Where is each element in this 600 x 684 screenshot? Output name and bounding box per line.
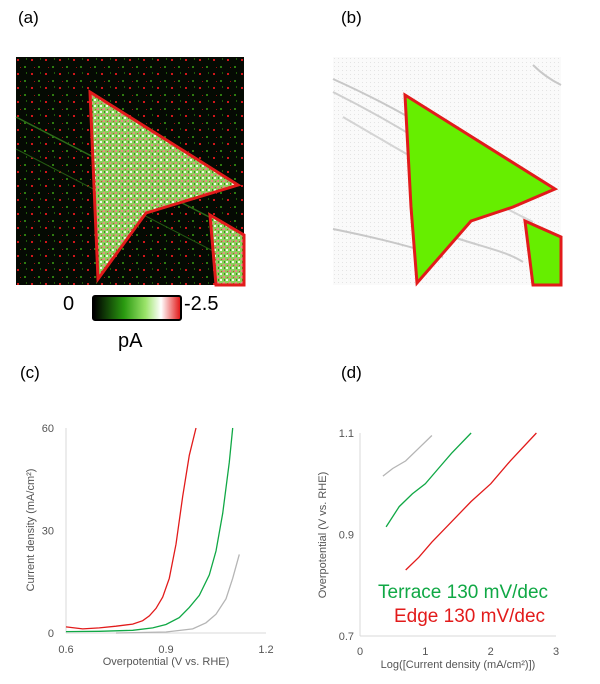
colorbar-unit: pA (118, 330, 143, 352)
panel-label-a: (a) (18, 8, 39, 27)
chart-c-y-tick-label: 30 (42, 526, 54, 538)
segmentation-mask-image (332, 57, 563, 287)
chart-d-x-label: Log([Current density (mA/cm²)]) (381, 659, 536, 671)
chart-c-series-line-2 (115, 554, 240, 634)
colorbar-max-label: -2.5 (184, 293, 219, 315)
map-second-flake (208, 212, 246, 287)
chart-d-x-tick-label: 3 (553, 646, 559, 658)
chart-d-axes (359, 433, 556, 637)
chart-d-y-label: Overpotential (V vs. RHE) (317, 472, 329, 599)
chart-c-series-line-0 (65, 427, 197, 630)
panel-label-d: (d) (341, 363, 362, 382)
chart-d-x-tick-label: 0 (357, 646, 363, 658)
panel-label-c: (c) (20, 363, 40, 382)
chart-d-y-tick-label: 0.9 (339, 530, 354, 542)
chart-c-y-label: Current density (mA/cm²) (25, 469, 37, 592)
chart-c-x-tick-label: 0.9 (158, 644, 173, 656)
chart-d-y-tick-label: 1.1 (339, 428, 354, 440)
map-triangle-flake (88, 89, 242, 284)
colorbar-gradient (92, 295, 182, 321)
chart-c-axes (65, 428, 266, 634)
chart-c-y-tick-label: 0 (48, 628, 54, 640)
chart-d-x-tick-label: 1 (422, 646, 428, 658)
chart-d-y-tick-label: 0.7 (339, 631, 354, 643)
chart-c-x-tick-label: 0.6 (58, 644, 73, 656)
chart-d-series-line-0 (382, 435, 433, 477)
panel-label-b: (b) (341, 8, 362, 27)
chart-c-x-tick-label: 1.2 (258, 644, 273, 656)
mask-second-region (523, 218, 563, 287)
terrace-slope-annotation: Terrace 130 mV/dec (378, 582, 548, 603)
chart-c-y-tick-label: 60 (42, 423, 54, 435)
mask-terrace-region (403, 92, 559, 287)
chart-c-x-label: Overpotential (V vs. RHE) (103, 656, 230, 668)
current-map-image (15, 57, 246, 287)
chart-d-series-line-2 (405, 432, 537, 571)
chart-d-series-line-1 (385, 432, 472, 528)
mask-step-line (532, 64, 562, 86)
chart-d-x-tick-label: 2 (488, 646, 494, 658)
colorbar-min-label: 0 (63, 293, 75, 315)
mask-step-line (452, 236, 524, 263)
chart-c-series-line-1 (65, 427, 234, 633)
edge-slope-annotation: Edge 130 mV/dec (394, 606, 545, 627)
